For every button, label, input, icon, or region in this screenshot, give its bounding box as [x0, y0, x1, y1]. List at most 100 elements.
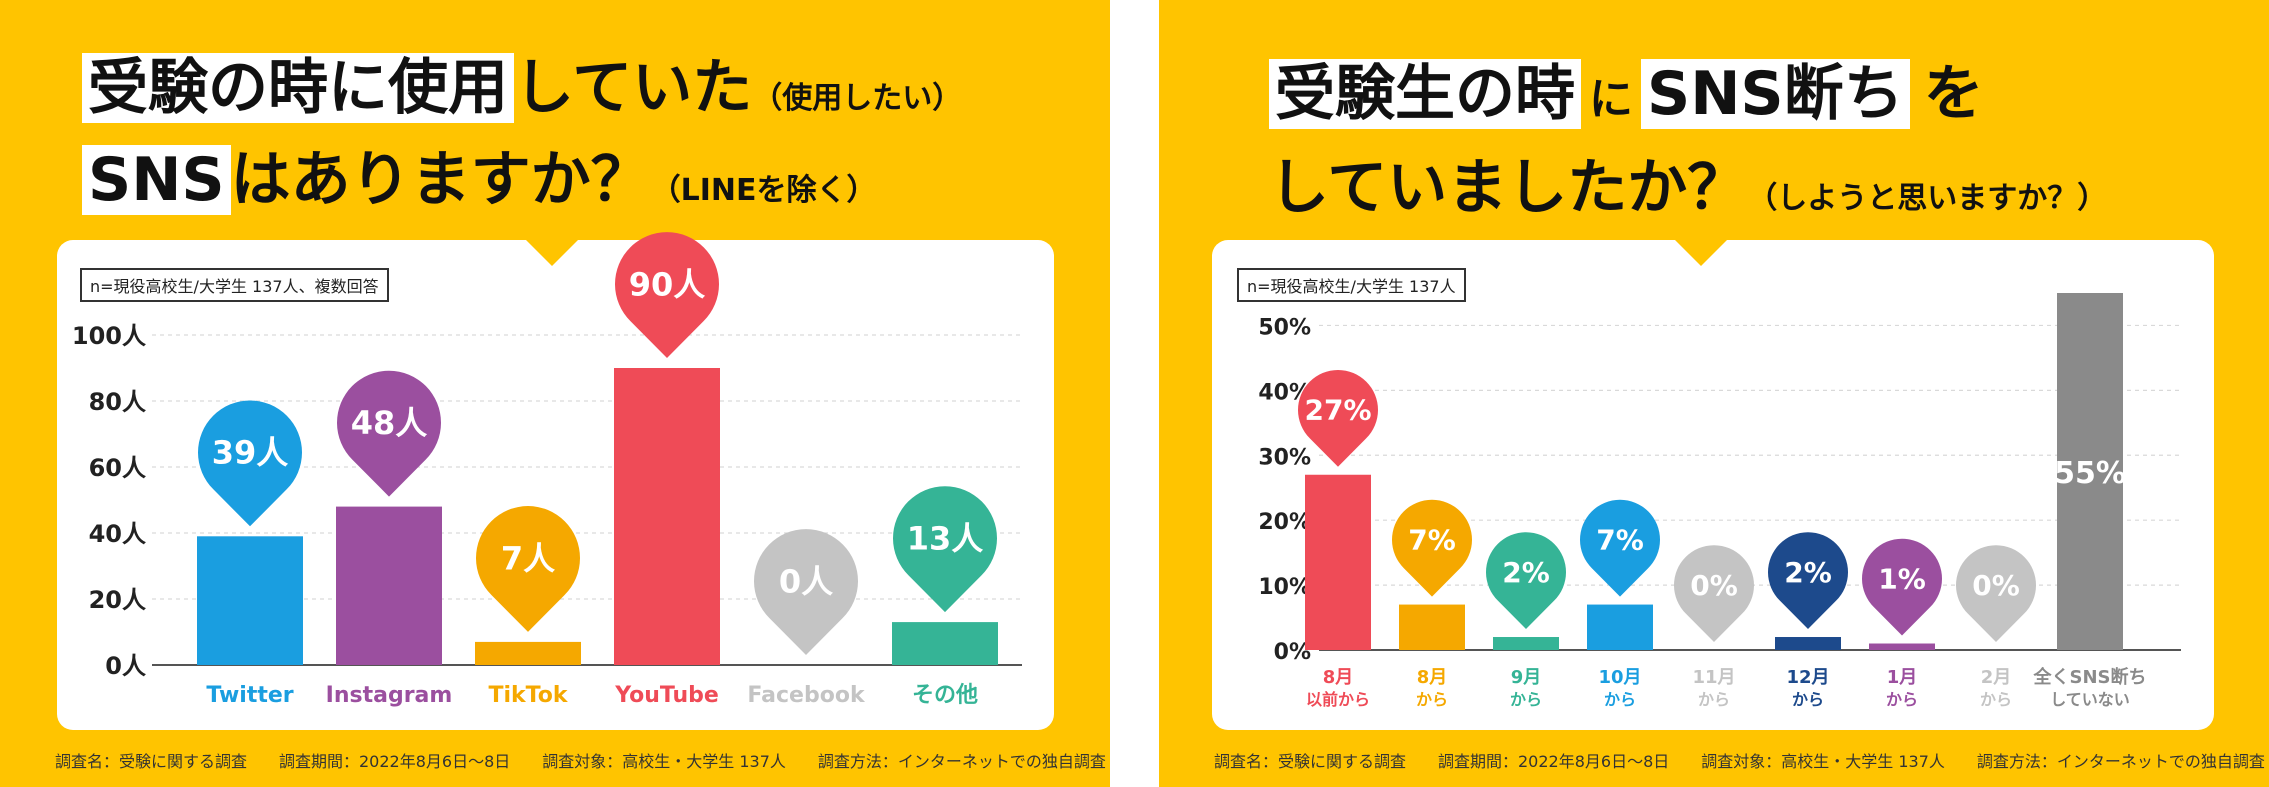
- data-label-pin: [1768, 532, 1848, 630]
- bar: [1587, 604, 1653, 650]
- x-category-label: 全くSNS断ち: [2033, 666, 2147, 688]
- data-label-pin: [892, 486, 997, 613]
- right-title-highlight-2: SNS断ち: [1641, 59, 1910, 129]
- bar: [336, 506, 442, 665]
- left-card-notch: [526, 240, 578, 266]
- bar: [1869, 643, 1935, 650]
- data-label-pin: [1956, 545, 2036, 642]
- y-tick-label: 80人: [89, 388, 146, 416]
- data-label-pin: [1298, 369, 1378, 467]
- data-label-pin: [1486, 532, 1566, 630]
- left-bar-chart: 0人 20人 40人 60人 80人 100人 39人 Twitter 48人 Instagram…: [72, 232, 1022, 708]
- data-label: 1%: [1878, 563, 1926, 596]
- x-category-sublabel: から: [1980, 690, 2012, 709]
- x-category-label: YouTube: [614, 683, 719, 708]
- y-tick-label: 50%: [1258, 315, 1311, 340]
- y-tick-label: 30%: [1258, 445, 1311, 470]
- data-label-pin: [1674, 545, 1754, 642]
- bar: [1493, 637, 1559, 650]
- bar: [1775, 637, 1841, 650]
- data-label: 55%: [2054, 456, 2126, 491]
- right-bar-chart: 0%10%20%30%40%50%27%8月以前から7%8月から2%9月から7%…: [1258, 293, 2181, 709]
- bar: [475, 641, 581, 665]
- data-label: 7%: [1596, 524, 1644, 557]
- x-category-label: Instagram: [326, 683, 453, 708]
- data-label: 7人: [501, 539, 555, 577]
- data-label-pin: [615, 232, 720, 358]
- x-category-sublabel: から: [1698, 690, 1730, 709]
- x-category-sublabel: していない: [2050, 690, 2130, 709]
- data-label: 7%: [1408, 524, 1456, 557]
- y-tick-label: 100人: [72, 322, 146, 350]
- left-title-line2: SNS はありますか？（LINEを除く）: [82, 144, 877, 227]
- data-label: 0人: [779, 562, 833, 600]
- x-category-sublabel: から: [1886, 690, 1918, 709]
- data-label: 2%: [1784, 556, 1832, 589]
- right-title-highlight-1: 受験生の時: [1269, 59, 1581, 129]
- x-category-label: 10月: [1598, 667, 1641, 688]
- data-label-pin: [198, 400, 302, 527]
- left-footer: 調査名：受験に関する調査 調査期間：2022年8月6日〜8日 調査対象：高校生・…: [55, 752, 1106, 771]
- data-label-pin: [1392, 499, 1472, 597]
- data-label-pin: [1862, 538, 1942, 636]
- x-category-sublabel: から: [1604, 690, 1636, 709]
- x-category-label: 9月: [1511, 667, 1542, 688]
- x-category-label: Facebook: [747, 683, 866, 708]
- x-category-label: 8月: [1417, 667, 1448, 688]
- left-title-small-1: （使用したい）: [752, 81, 963, 116]
- x-category-sublabel: 以前から: [1306, 690, 1370, 709]
- y-tick-label: 0%: [1274, 640, 1311, 665]
- right-card-notch: [1675, 240, 1727, 266]
- data-label: 90人: [629, 265, 706, 303]
- data-label: 2%: [1502, 556, 1550, 589]
- x-category-label: その他: [912, 683, 978, 708]
- bar: [892, 622, 998, 665]
- data-label: 48人: [351, 404, 428, 442]
- y-tick-label: 0人: [105, 652, 146, 680]
- x-category-label: 12月: [1786, 667, 1829, 688]
- x-category-label: 2月: [1981, 667, 2012, 688]
- y-tick-label: 20人: [89, 586, 146, 614]
- bar: [1399, 604, 1465, 650]
- right-panel: 受験生の時に SNS断ちを していましたか？（しようと思いますか？） n=現役高校…: [1159, 0, 2269, 787]
- y-tick-label: 20%: [1258, 510, 1311, 535]
- x-category-label: 1月: [1887, 667, 1918, 688]
- y-tick-label: 10%: [1258, 575, 1311, 600]
- x-category-label: Twitter: [206, 683, 293, 708]
- left-title-small-2: （LINEを除く）: [650, 173, 877, 208]
- data-label-pin: [337, 370, 441, 497]
- data-label: 39人: [212, 434, 289, 472]
- x-category-sublabel: から: [1510, 690, 1542, 709]
- y-tick-label: 40人: [89, 520, 146, 548]
- right-title-line2: していましたか？（しようと思いますか？）: [1269, 152, 2107, 235]
- right-title-small-2: （しようと思いますか？）: [1747, 181, 2108, 216]
- bar: [197, 536, 303, 665]
- right-title-text-2: していましたか？: [1269, 153, 1748, 223]
- right-title-line1: 受験生の時に SNS断ちを: [1269, 58, 1984, 136]
- right-title-particle-wo: を: [1923, 59, 1984, 129]
- right-sample-size: n=現役高校生/大学生 137人: [1237, 268, 1466, 302]
- y-tick-label: 60人: [89, 454, 146, 482]
- data-label: 27%: [1304, 394, 1371, 427]
- left-title-text-2: はありますか？: [230, 145, 651, 215]
- left-sample-size: n=現役高校生/大学生 137人、複数回答: [80, 268, 389, 302]
- data-label: 0%: [1972, 569, 2020, 602]
- left-panel: 受験の時に使用 していた（使用したい） SNS はありますか？（LINEを除く） n…: [0, 0, 1110, 787]
- x-category-sublabel: から: [1416, 690, 1448, 709]
- bar: [1305, 474, 1371, 650]
- bar: [2057, 293, 2123, 650]
- left-title-highlight-2: SNS: [82, 145, 231, 215]
- x-category-label: 8月: [1323, 667, 1354, 688]
- right-chart-card: [1212, 240, 2214, 730]
- data-label-pin: [476, 506, 581, 632]
- left-title-line1: 受験の時に使用 していた（使用したい）: [82, 52, 962, 135]
- left-title-highlight-1: 受験の時に使用: [82, 53, 514, 123]
- data-label: 13人: [907, 519, 984, 557]
- data-label-pin: [1580, 499, 1660, 597]
- x-category-label: 11月: [1692, 667, 1735, 688]
- bar: [614, 368, 720, 665]
- data-label-pin: [754, 529, 858, 655]
- data-label: 0%: [1690, 569, 1738, 602]
- x-category-label: TikTok: [488, 683, 568, 708]
- right-footer: 調査名：受験に関する調査 調査期間：2022年8月6日〜8日 調査対象：高校生・…: [1214, 752, 2265, 771]
